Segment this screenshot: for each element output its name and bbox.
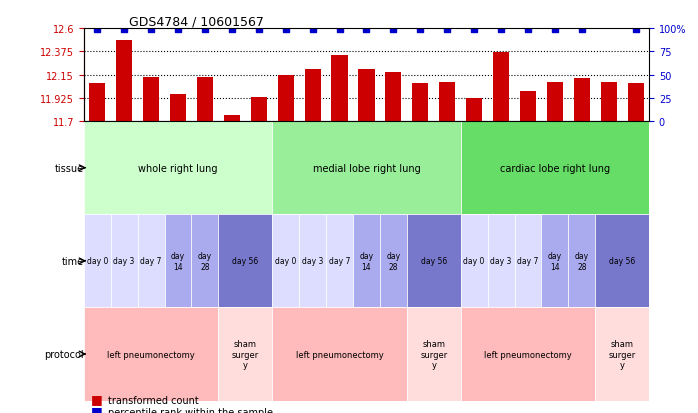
Bar: [191, 215, 218, 308]
Bar: [332, 56, 348, 122]
Text: day 7: day 7: [140, 257, 162, 266]
Bar: [89, 83, 105, 122]
Text: day 3: day 3: [302, 257, 323, 266]
Bar: [493, 52, 509, 122]
Bar: [601, 83, 617, 122]
Text: day
14: day 14: [171, 252, 185, 271]
Text: day 3: day 3: [491, 257, 512, 266]
Text: day
28: day 28: [386, 252, 401, 271]
Bar: [116, 41, 132, 122]
Bar: [353, 215, 380, 308]
Text: day 7: day 7: [329, 257, 350, 266]
Bar: [385, 73, 401, 122]
Bar: [272, 122, 461, 215]
Bar: [439, 83, 455, 122]
Bar: [568, 215, 595, 308]
Text: day 56: day 56: [232, 257, 258, 266]
Text: day 0: day 0: [87, 257, 108, 266]
Text: sham
surger
y: sham surger y: [420, 339, 447, 369]
Bar: [84, 308, 218, 401]
Text: GDS4784 / 10601567: GDS4784 / 10601567: [129, 16, 264, 29]
Bar: [358, 70, 375, 122]
Text: day 7: day 7: [517, 257, 539, 266]
Text: sham
surger
y: sham surger y: [232, 339, 259, 369]
Bar: [413, 83, 429, 122]
Text: protocol: protocol: [44, 349, 84, 359]
Text: day 0: day 0: [275, 257, 297, 266]
Bar: [84, 122, 272, 215]
Bar: [547, 83, 563, 122]
Bar: [628, 83, 644, 122]
Bar: [278, 75, 294, 122]
Text: sham
surger
y: sham surger y: [609, 339, 636, 369]
Text: tissue: tissue: [54, 163, 84, 173]
Bar: [488, 215, 514, 308]
Text: day 56: day 56: [421, 257, 447, 266]
Bar: [407, 308, 461, 401]
Bar: [165, 215, 191, 308]
Bar: [595, 308, 649, 401]
Text: time: time: [61, 256, 84, 266]
Bar: [542, 215, 568, 308]
Bar: [251, 98, 267, 122]
Text: ■: ■: [91, 404, 103, 413]
Bar: [272, 215, 299, 308]
Bar: [138, 215, 165, 308]
Text: ■: ■: [91, 392, 103, 405]
Text: cardiac lobe right lung: cardiac lobe right lung: [500, 163, 610, 173]
Bar: [520, 92, 536, 122]
Bar: [595, 215, 649, 308]
Text: left pneumonectomy: left pneumonectomy: [107, 350, 195, 358]
Bar: [407, 215, 461, 308]
Bar: [326, 215, 353, 308]
Bar: [111, 215, 138, 308]
Bar: [143, 77, 159, 122]
Text: day
14: day 14: [548, 252, 562, 271]
Text: day
28: day 28: [574, 252, 589, 271]
Text: day 56: day 56: [609, 257, 635, 266]
Text: day 0: day 0: [463, 257, 485, 266]
Bar: [197, 77, 213, 122]
Text: percentile rank within the sample: percentile rank within the sample: [108, 407, 273, 413]
Bar: [574, 78, 590, 122]
Bar: [218, 215, 272, 308]
Bar: [170, 95, 186, 122]
Text: day
28: day 28: [198, 252, 212, 271]
Bar: [299, 215, 326, 308]
Bar: [466, 99, 482, 122]
Text: left pneumonectomy: left pneumonectomy: [484, 350, 572, 358]
Bar: [461, 122, 649, 215]
Text: transformed count: transformed count: [108, 395, 199, 405]
Text: day
14: day 14: [359, 252, 373, 271]
Text: left pneumonectomy: left pneumonectomy: [296, 350, 383, 358]
Bar: [304, 70, 320, 122]
Bar: [461, 308, 595, 401]
Bar: [380, 215, 407, 308]
Bar: [218, 308, 272, 401]
Text: whole right lung: whole right lung: [138, 163, 218, 173]
Text: medial lobe right lung: medial lobe right lung: [313, 163, 420, 173]
Text: day 3: day 3: [114, 257, 135, 266]
Bar: [514, 215, 542, 308]
Bar: [272, 308, 407, 401]
Bar: [461, 215, 488, 308]
Bar: [224, 116, 240, 122]
Bar: [84, 215, 111, 308]
